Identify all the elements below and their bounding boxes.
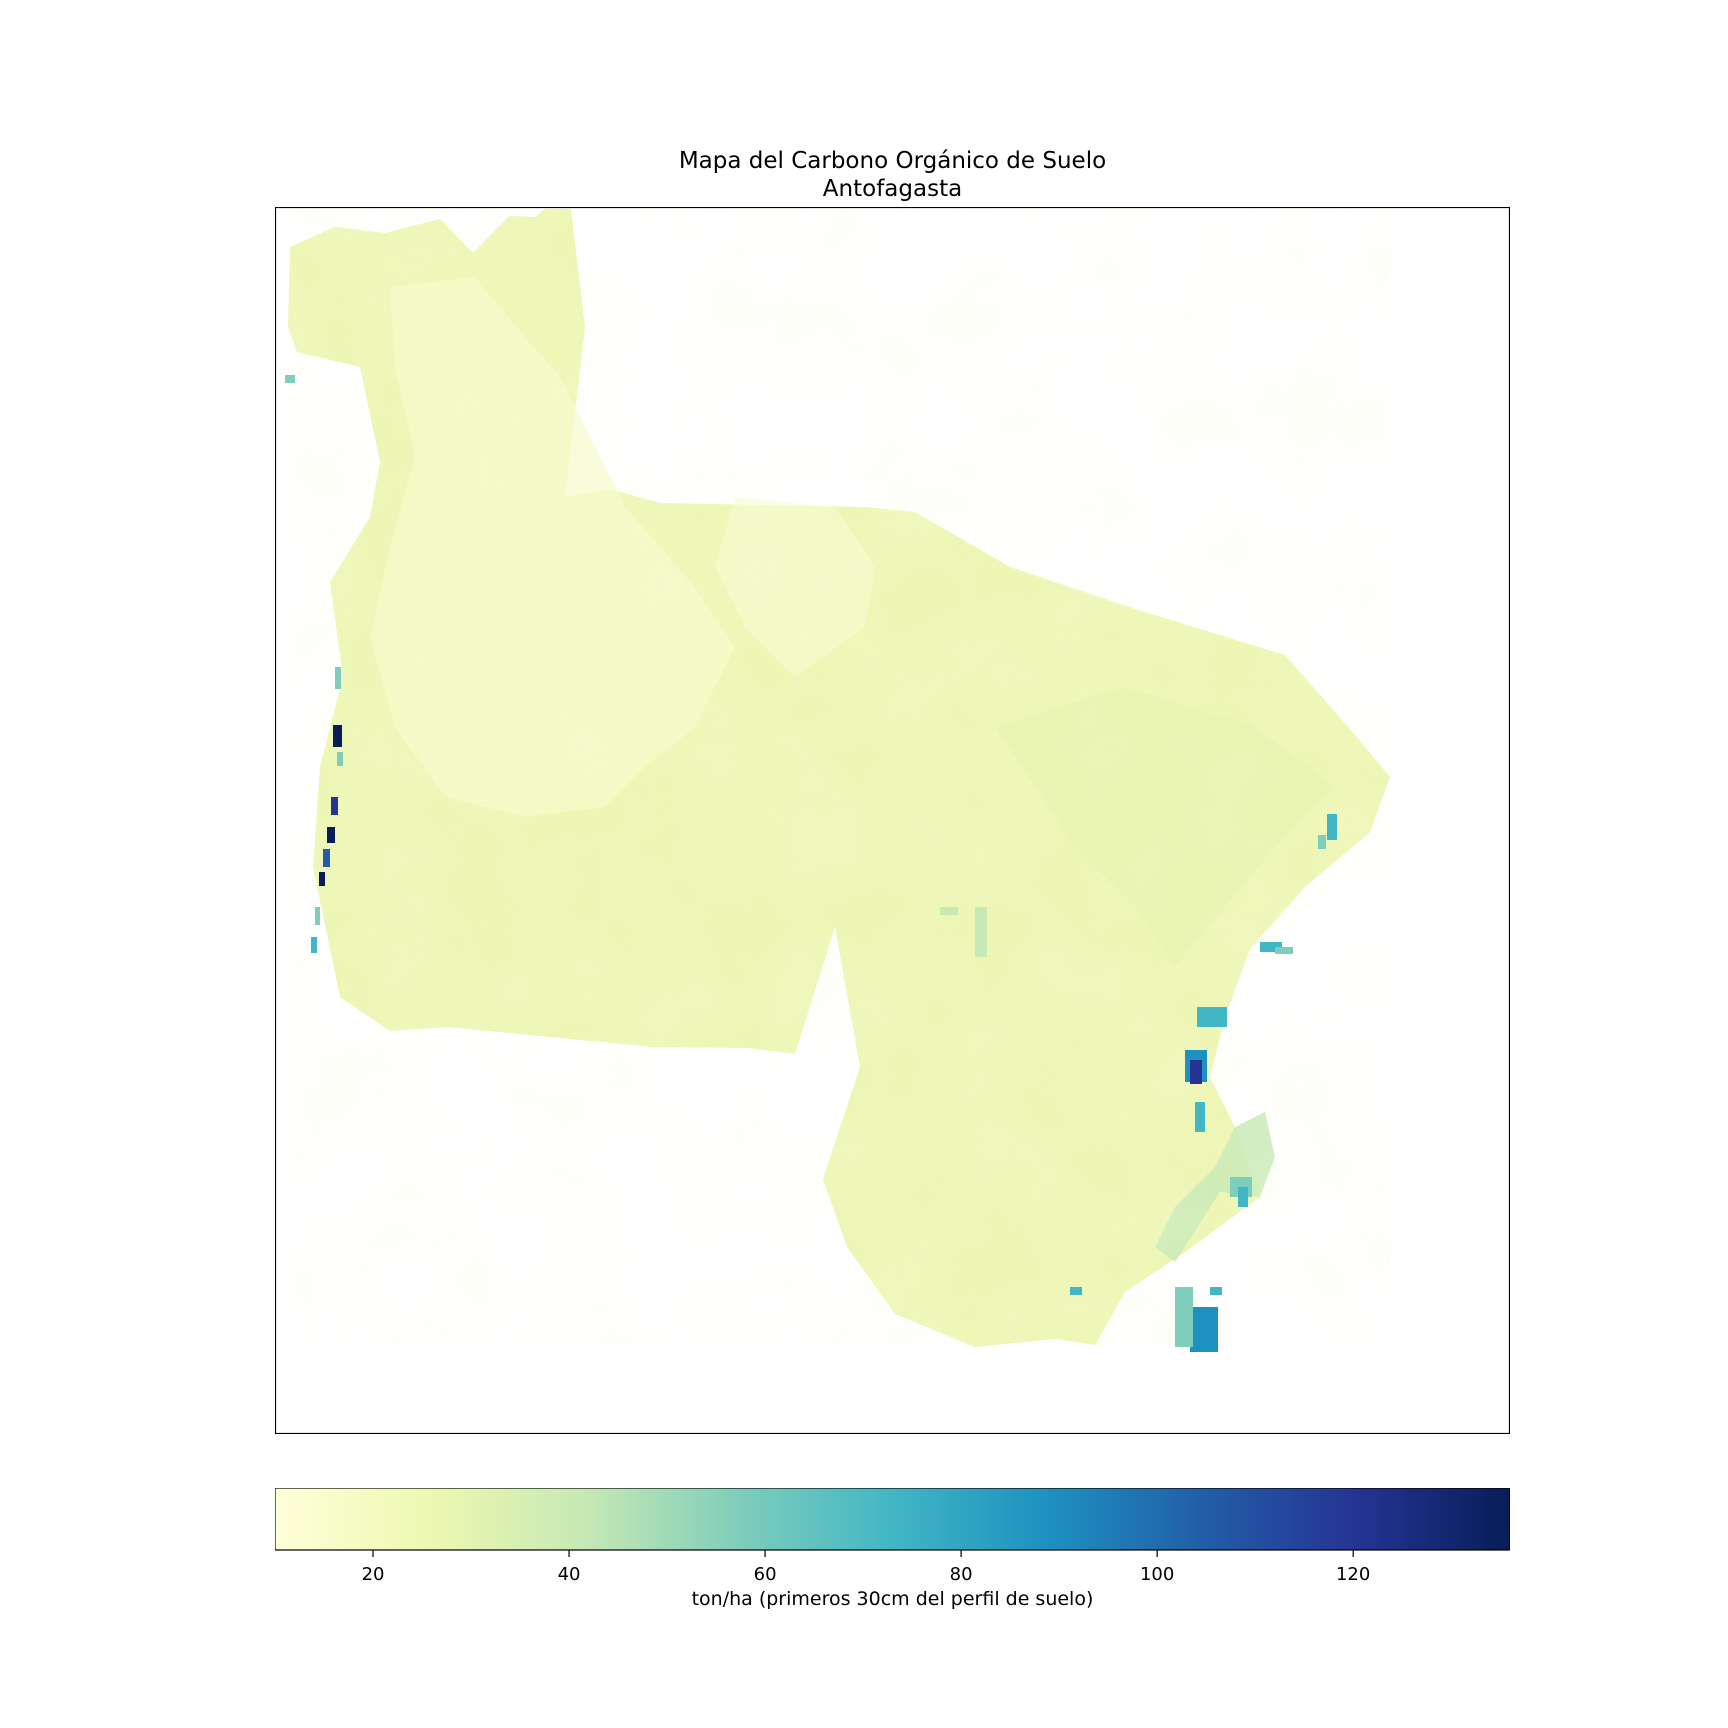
colorbar-label: ton/ha (primeros 30cm del perfil de suel… bbox=[691, 1588, 1094, 1610]
region-texture bbox=[290, 209, 1390, 1345]
colorbar-tick-label: 80 bbox=[950, 1564, 973, 1585]
colorbar-tick-label: 20 bbox=[362, 1564, 385, 1585]
colorbar-gradient bbox=[275, 1488, 1510, 1551]
map-plot bbox=[275, 207, 1510, 1434]
chart-title: Mapa del Carbono Orgánico de Suelo bbox=[678, 148, 1107, 174]
east-border-patches bbox=[940, 814, 1337, 1352]
colorbar-tick-label: 120 bbox=[1336, 1564, 1370, 1585]
colorbar: 20 40 60 80 100 120 bbox=[275, 1488, 1510, 1585]
colorbar-tick-label: 60 bbox=[754, 1564, 777, 1585]
chart-subtitle: Antofagasta bbox=[822, 176, 963, 202]
colorbar-ticks: 20 40 60 80 100 120 bbox=[362, 1550, 1370, 1585]
colorbar-tick-label: 40 bbox=[558, 1564, 581, 1585]
coast-strip bbox=[285, 375, 343, 953]
map-frame bbox=[275, 207, 1510, 1434]
colorbar-tick-label: 100 bbox=[1140, 1564, 1174, 1585]
